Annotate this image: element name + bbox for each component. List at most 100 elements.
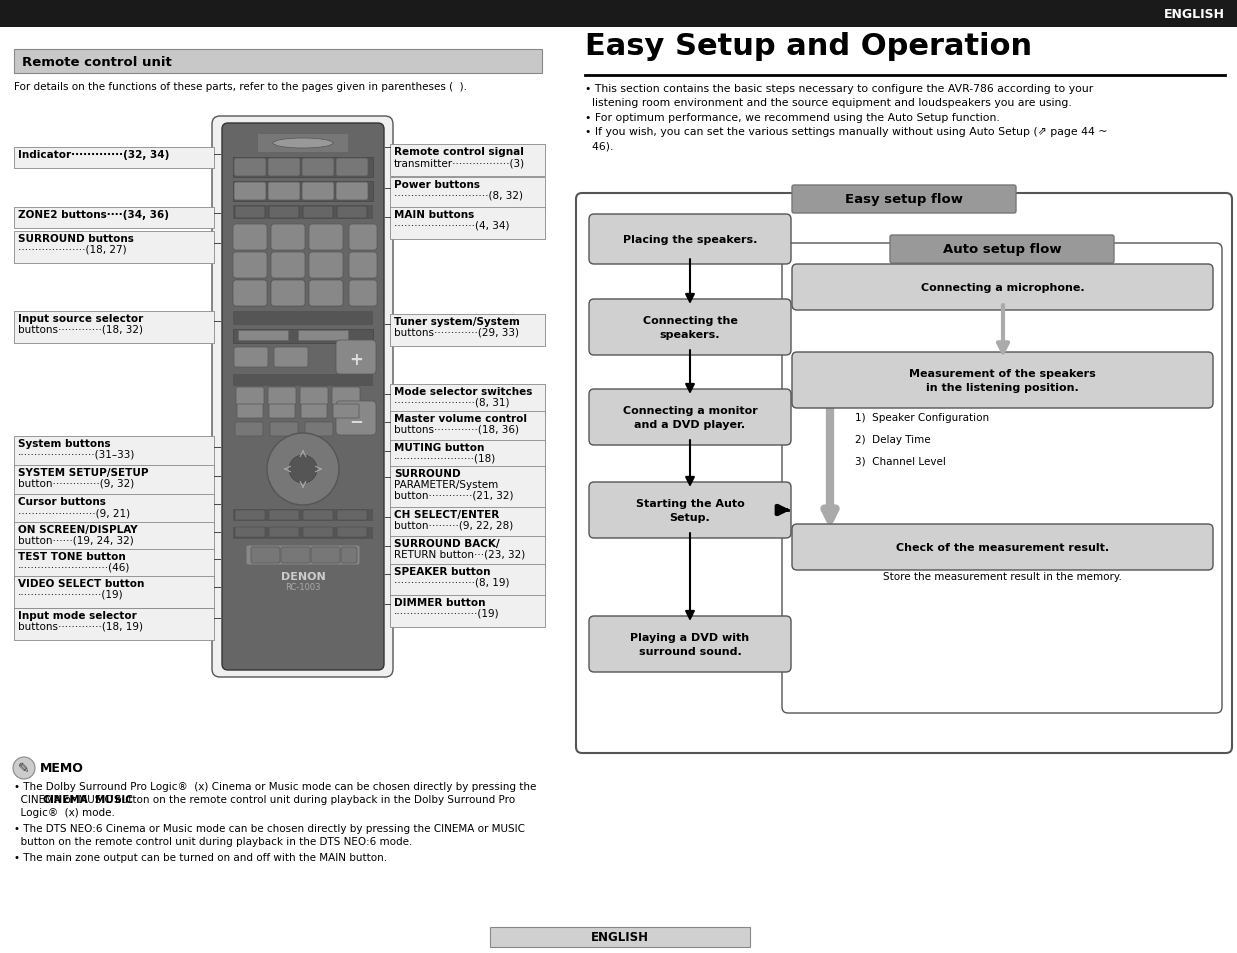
Text: PARAMETER/System: PARAMETER/System [395,479,499,490]
Text: MUSIC: MUSIC [95,794,132,804]
Bar [14,465,214,497]
Text: ·························(19): ·························(19) [395,608,500,618]
FancyBboxPatch shape [303,527,333,537]
Text: Easy setup flow: Easy setup flow [845,193,962,206]
FancyBboxPatch shape [235,527,265,537]
Bar [233,158,374,178]
Text: DIMMER button: DIMMER button [395,598,485,607]
Text: −: − [349,412,362,430]
Text: SPEAKER button: SPEAKER button [395,566,491,577]
Text: SURROUND buttons: SURROUND buttons [19,233,134,244]
FancyBboxPatch shape [246,545,360,565]
FancyBboxPatch shape [235,511,265,520]
FancyBboxPatch shape [233,253,267,278]
Bar [14,608,214,640]
Text: button on the remote control unit during playback in the DTS NEO:6 mode.: button on the remote control unit during… [14,836,412,846]
Ellipse shape [273,139,333,149]
Text: Measurement of the speakers
in the listening position.: Measurement of the speakers in the liste… [909,369,1096,393]
Bar [390,385,546,416]
FancyBboxPatch shape [303,207,333,219]
Text: ·························(19): ·························(19) [19,589,124,599]
Text: ✎: ✎ [19,761,30,775]
Bar [390,507,546,539]
Bar [14,50,542,74]
Bar [14,312,214,344]
Text: Easy Setup and Operation: Easy Setup and Operation [585,32,1032,61]
FancyBboxPatch shape [235,207,265,219]
FancyBboxPatch shape [301,405,327,418]
FancyBboxPatch shape [336,159,367,177]
Text: ····················(18, 27): ····················(18, 27) [19,245,126,254]
FancyBboxPatch shape [221,124,383,670]
Text: System buttons: System buttons [19,438,110,449]
Text: 3)  Channel Level: 3) Channel Level [855,456,946,467]
Bar [14,522,214,555]
Text: Playing a DVD with
surround sound.: Playing a DVD with surround sound. [631,633,750,656]
Bar [259,135,348,152]
FancyBboxPatch shape [271,225,306,251]
FancyBboxPatch shape [233,225,267,251]
Bar [390,178,546,210]
Text: ON SCREEN/DISPLAY: ON SCREEN/DISPLAY [19,524,137,535]
Text: RETURN button···(23, 32): RETURN button···(23, 32) [395,550,526,559]
Text: ·······················(9, 21): ·······················(9, 21) [19,507,130,517]
Text: buttons·············(29, 33): buttons·············(29, 33) [395,328,520,337]
FancyBboxPatch shape [268,159,301,177]
FancyBboxPatch shape [233,281,267,307]
FancyBboxPatch shape [306,422,333,436]
FancyBboxPatch shape [349,253,377,278]
FancyBboxPatch shape [302,159,334,177]
Bar [233,206,374,220]
FancyBboxPatch shape [236,388,263,406]
Text: RC-1003: RC-1003 [286,582,320,592]
Text: button·············(21, 32): button·············(21, 32) [395,491,513,500]
Text: Store the measurement result in the memory.: Store the measurement result in the memo… [883,572,1122,581]
FancyBboxPatch shape [271,253,306,278]
FancyBboxPatch shape [341,547,357,563]
Text: MEMO: MEMO [40,761,84,774]
Text: CINEMA or MUSIC button on the remote control unit during playback in the Dolby S: CINEMA or MUSIC button on the remote con… [14,794,515,804]
Text: Starting the Auto
Setup.: Starting the Auto Setup. [636,498,745,522]
Text: Power buttons: Power buttons [395,180,480,190]
Text: Auto setup flow: Auto setup flow [943,243,1061,256]
Text: Indicator·············(32, 34): Indicator·············(32, 34) [19,150,169,160]
Bar [390,314,546,347]
FancyBboxPatch shape [251,547,280,563]
FancyBboxPatch shape [792,265,1213,311]
FancyBboxPatch shape [336,401,376,436]
Text: VIDEO SELECT button: VIDEO SELECT button [19,578,145,588]
Text: Mode selector switches: Mode selector switches [395,387,532,396]
Text: +: + [349,351,362,369]
FancyBboxPatch shape [889,235,1115,264]
Text: 2)  Delay Time: 2) Delay Time [855,435,930,444]
Text: For details on the functions of these parts, refer to the pages given in parenth: For details on the functions of these pa… [14,82,468,91]
Text: ENGLISH: ENGLISH [591,930,649,943]
Circle shape [267,434,339,505]
Text: Tuner system/System: Tuner system/System [395,316,520,327]
Text: Connecting a microphone.: Connecting a microphone. [920,283,1085,293]
FancyBboxPatch shape [309,225,343,251]
FancyBboxPatch shape [336,511,367,520]
FancyBboxPatch shape [792,353,1213,409]
Bar [390,412,546,443]
Text: ························(4, 34): ························(4, 34) [395,221,510,231]
Text: button··············(9, 32): button··············(9, 32) [19,478,135,489]
FancyBboxPatch shape [268,527,299,537]
Text: Connecting a monitor
and a DVD player.: Connecting a monitor and a DVD player. [622,406,757,429]
Text: MUTING button: MUTING button [395,442,485,453]
FancyBboxPatch shape [271,281,306,307]
FancyBboxPatch shape [268,511,299,520]
FancyBboxPatch shape [234,348,268,368]
Circle shape [289,456,317,483]
Bar [0,0,1237,28]
FancyBboxPatch shape [238,405,263,418]
Text: button······(19, 24, 32): button······(19, 24, 32) [19,536,134,545]
Bar [14,577,214,608]
Bar [390,537,546,568]
FancyBboxPatch shape [268,405,294,418]
Text: • The Dolby Surround Pro Logic®  (x) Cinema or Music mode can be chosen directly: • The Dolby Surround Pro Logic® (x) Cine… [14,781,537,791]
Bar [228,592,379,661]
Text: Remote control signal: Remote control signal [395,147,524,157]
FancyBboxPatch shape [212,117,393,678]
FancyBboxPatch shape [336,340,376,375]
